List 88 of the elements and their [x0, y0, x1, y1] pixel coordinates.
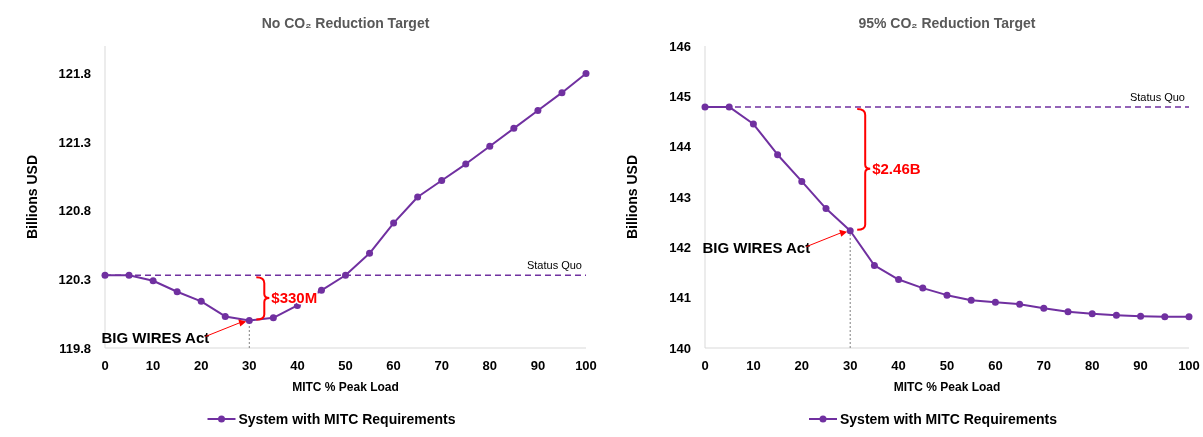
- point: [342, 271, 349, 279]
- x-tick-label: 70: [434, 358, 449, 373]
- x-tick-label: 10: [746, 358, 761, 373]
- x-tick-label: 40: [891, 358, 906, 373]
- ref-line-label: Status Quo: [1129, 90, 1185, 103]
- y-tick-label: 141: [669, 290, 691, 306]
- x-tick-label: 30: [842, 358, 858, 373]
- y-tick-label: 140: [669, 340, 691, 356]
- y-tick-label: 143: [669, 189, 691, 205]
- point: [919, 284, 927, 292]
- y-axis-title: Billions USD: [624, 154, 640, 240]
- point: [798, 177, 806, 185]
- point: [870, 261, 878, 269]
- y-tick-label: 119.8: [59, 340, 91, 356]
- point: [1112, 311, 1120, 319]
- point: [462, 160, 470, 168]
- x-tick-label: 40: [290, 358, 305, 373]
- point: [414, 193, 422, 201]
- point: [991, 298, 999, 306]
- point: [125, 271, 133, 279]
- point: [390, 219, 398, 227]
- point: [1137, 312, 1145, 320]
- point: [701, 103, 709, 111]
- point: [366, 249, 374, 257]
- x-tick-label: 90: [1133, 358, 1148, 373]
- point: [774, 151, 782, 159]
- y-tick-label: 146: [669, 38, 691, 54]
- point: [1161, 313, 1169, 321]
- x-tick-label: 30: [242, 358, 257, 373]
- chart-title: No CO₂ Reduction Target: [261, 15, 430, 31]
- point: [221, 312, 229, 320]
- point: [943, 291, 951, 299]
- point: [895, 276, 903, 284]
- point: [725, 103, 733, 111]
- x-tick-label: 20: [193, 358, 209, 373]
- annotation: $2.46B: [872, 160, 921, 178]
- chart-title: 95% CO₂ Reduction Target: [858, 15, 1036, 31]
- y-tick-label: 144: [669, 139, 692, 155]
- y-tick-label: 120.8: [58, 203, 91, 219]
- y-tick-label: 121.8: [58, 66, 91, 81]
- point: [510, 124, 518, 132]
- x-tick-label: 90: [530, 358, 546, 373]
- point: [534, 107, 542, 115]
- x-tick-label: 10: [145, 358, 161, 373]
- point: [245, 317, 253, 325]
- point: [846, 227, 854, 235]
- point: [173, 288, 181, 296]
- point: [438, 177, 446, 185]
- point: [967, 296, 975, 304]
- point: [822, 205, 830, 213]
- x-axis-title: MITC % Peak Load: [893, 380, 1001, 394]
- x-tick-label: 80: [1084, 358, 1100, 373]
- x-tick-label: 50: [939, 358, 955, 373]
- y-axis-title: Billions USD: [24, 154, 40, 240]
- x-tick-label: 60: [988, 358, 1003, 373]
- point: [486, 142, 494, 150]
- ref-line-label: Status Quo: [526, 259, 582, 272]
- point: [1185, 313, 1193, 321]
- legend-label: System with MITC Requirements: [238, 410, 456, 427]
- y-tick-label: 145: [669, 88, 691, 104]
- x-tick-label: 100: [575, 358, 597, 373]
- x-tick-label: 60: [386, 358, 401, 373]
- y-tick-label: 120.3: [58, 271, 91, 287]
- x-tick-label: 70: [1036, 358, 1052, 373]
- point: [269, 314, 277, 322]
- point: [1040, 304, 1048, 312]
- x-tick-label: 80: [482, 358, 498, 373]
- point: [101, 271, 109, 279]
- x-tick-label: 0: [701, 358, 709, 373]
- legend-label: System with MITC Requirements: [840, 410, 1058, 427]
- point: [317, 286, 325, 294]
- point: [558, 89, 566, 97]
- x-tick-label: 100: [1178, 358, 1200, 373]
- y-tick-label: 142: [669, 239, 691, 255]
- point: [1088, 310, 1096, 318]
- x-tick-label: 0: [101, 358, 109, 373]
- x-axis-title: MITC % Peak Load: [292, 380, 399, 394]
- x-tick-label: 50: [338, 358, 353, 373]
- x-tick-label: 20: [794, 358, 810, 373]
- y-tick-label: 121.3: [58, 134, 91, 150]
- point: [1064, 308, 1072, 316]
- point: [1016, 300, 1024, 308]
- point: [149, 277, 157, 285]
- point: [197, 297, 205, 305]
- point: [749, 120, 757, 128]
- point: [582, 69, 590, 77]
- annotation: BIG WIRES Act: [702, 238, 811, 256]
- annotation: BIG WIRES Act: [101, 328, 210, 346]
